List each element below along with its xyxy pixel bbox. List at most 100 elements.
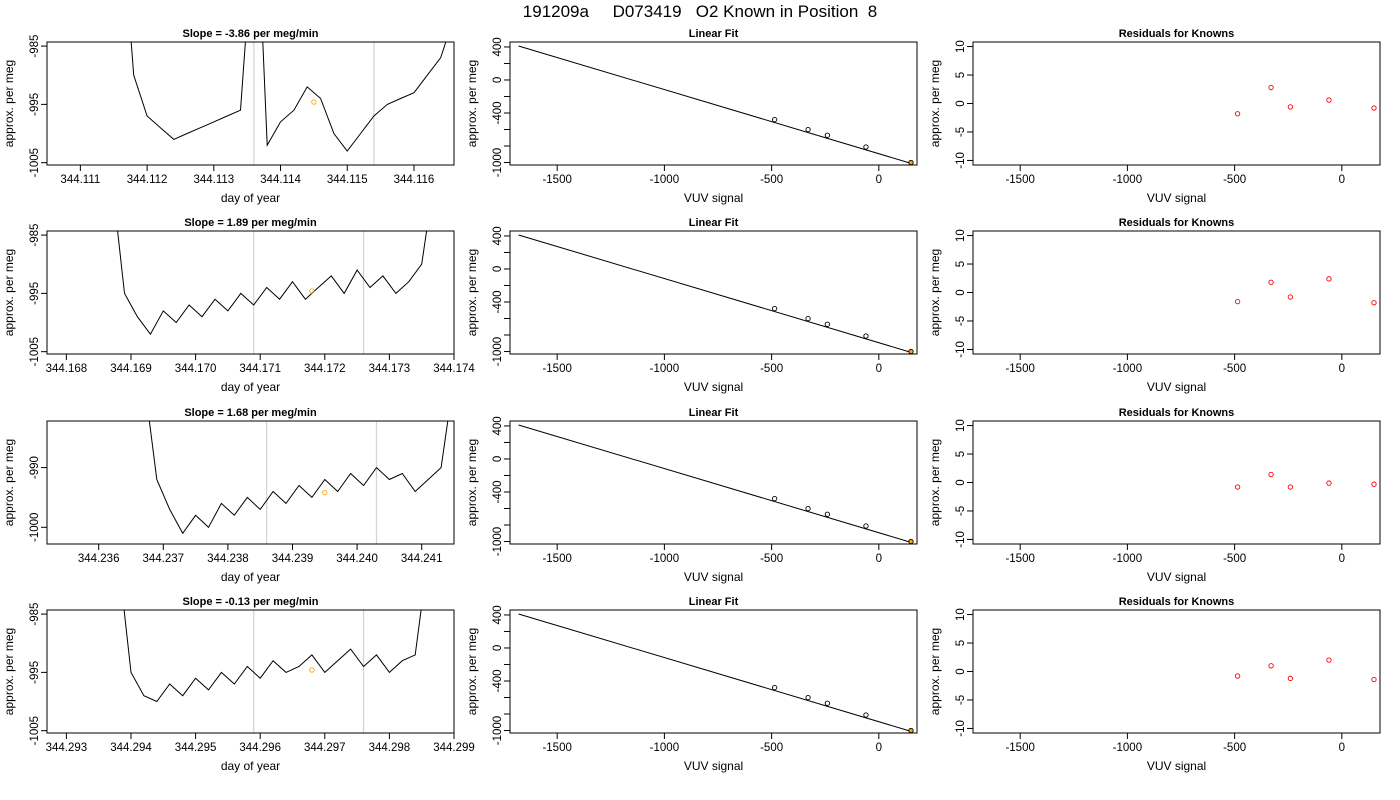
x-tick-label: -500: [760, 174, 783, 186]
data-point: [863, 523, 869, 529]
plot-frame: [509, 420, 918, 545]
data-point: [1287, 294, 1294, 300]
x-tick-label: -1500: [1005, 553, 1034, 565]
y-axis-label: approx. per meg: [2, 249, 16, 336]
y-axis-label: approx. per meg: [928, 249, 942, 336]
data-point: [908, 348, 914, 354]
plot-data-layer: [1234, 84, 1377, 117]
y-tick-label: -10: [955, 531, 967, 548]
x-axis-label: VUV signal: [684, 191, 743, 205]
x-axis-label: VUV signal: [1147, 191, 1206, 205]
x-tick-label: 0: [1339, 363, 1345, 375]
y-tick-label: 0: [955, 479, 967, 485]
plot-data-layer: [518, 45, 914, 165]
y-tick-label: 0: [492, 266, 504, 272]
y-tick-label: -1005: [29, 148, 41, 177]
x-tick-label: -1000: [650, 553, 679, 565]
y-tick-label: -5: [955, 695, 967, 705]
x-axis-label: VUV signal: [684, 380, 743, 394]
data-point: [805, 695, 811, 701]
y-tick-label: -5: [955, 316, 967, 326]
x-tick-label: 344.111: [60, 174, 100, 186]
x-axis-label: day of year: [221, 570, 280, 584]
signal-series-line: [123, 610, 422, 703]
panel-title: Residuals for Knowns: [1119, 28, 1235, 40]
data-point: [309, 288, 315, 294]
signal-series-line: [148, 421, 449, 535]
y-tick-label: -1005: [29, 716, 41, 745]
data-point: [824, 700, 831, 706]
y-tick-label: 400: [492, 416, 504, 435]
y-tick-label: 10: [955, 40, 967, 53]
x-tick-label: 344.168: [46, 363, 88, 375]
y-tick-label: -995: [29, 661, 41, 684]
x-axis-label: VUV signal: [1147, 380, 1206, 394]
chart-panel-12: Residuals for Knowns -1500 -1000 -500 0 VUV s…: [928, 596, 1381, 773]
data-point: [1268, 663, 1274, 669]
x-tick-label: 0: [1339, 174, 1345, 186]
x-tick-label: 0: [876, 363, 882, 375]
plot-data-layer: [117, 231, 428, 354]
plot-data-layer: [148, 421, 449, 544]
data-point: [1234, 111, 1241, 117]
data-point: [863, 144, 869, 150]
y-tick-label: -995: [29, 282, 41, 305]
panel-title: Linear Fit: [689, 407, 739, 419]
x-tick-label: 344.174: [433, 363, 475, 375]
y-tick-label: -985: [29, 35, 41, 58]
y-tick-label: 10: [955, 419, 967, 432]
x-tick-label: 344.294: [110, 742, 152, 754]
plot-frame: [509, 41, 918, 166]
y-axis-label: approx. per meg: [465, 249, 479, 336]
data-point: [1287, 675, 1294, 681]
y-tick-label: -990: [29, 456, 41, 479]
x-tick-label: -1500: [542, 742, 571, 754]
data-point: [1268, 84, 1274, 91]
data-point: [771, 495, 778, 502]
data-point: [805, 127, 811, 133]
data-point: [1371, 300, 1377, 306]
data-point: [771, 116, 778, 123]
x-tick-label: 344.299: [433, 742, 475, 754]
chart-panel-2: Linear Fit -1500 -1000 -500 0 VUV signal -1000…: [465, 28, 918, 205]
y-axis-label: approx. per meg: [465, 628, 479, 715]
data-point: [1326, 97, 1332, 103]
panel-title: Residuals for Knowns: [1119, 596, 1235, 608]
x-tick-label: 0: [876, 174, 882, 186]
data-point: [1234, 673, 1241, 679]
panel-title: Slope = 1.89 per meg/min: [184, 217, 317, 229]
fit-line: [518, 424, 912, 543]
x-axis-label: day of year: [221, 191, 280, 205]
y-axis-label: approx. per meg: [465, 439, 479, 526]
x-tick-label: -500: [760, 553, 783, 565]
panel-title: Linear Fit: [689, 596, 739, 608]
y-axis-label: approx. per meg: [2, 60, 16, 147]
data-point: [1287, 104, 1294, 110]
y-tick-label: 0: [955, 668, 967, 674]
y-tick-label: 400: [492, 37, 504, 56]
data-point: [771, 684, 778, 691]
x-axis-label: VUV signal: [1147, 570, 1206, 584]
chart-panel-6: Residuals for Knowns -1500 -1000 -500 0 VUV s…: [928, 217, 1381, 394]
fit-line: [518, 613, 912, 732]
data-point: [322, 490, 328, 496]
y-tick-label: -1000: [29, 513, 41, 542]
data-point: [863, 712, 869, 718]
y-tick-label: 400: [492, 226, 504, 245]
data-point: [1371, 676, 1377, 683]
panel-title: Linear Fit: [689, 28, 739, 40]
y-tick-label: -10: [955, 152, 967, 169]
x-tick-label: 344.236: [78, 553, 120, 565]
chart-panel-7: Slope = 1.68 per meg/min 344.236 344.237 34…: [2, 407, 455, 584]
x-axis-label: VUV signal: [684, 759, 743, 773]
data-point: [805, 506, 811, 512]
x-tick-label: -1500: [1005, 742, 1034, 754]
panel-title: Slope = -3.86 per meg/min: [182, 28, 318, 40]
y-axis-label: approx. per meg: [928, 60, 942, 147]
y-axis-label: approx. per meg: [928, 628, 942, 715]
chart-panel-3: Residuals for Knowns -1500 -1000 -500 0 VUV s…: [928, 28, 1381, 205]
x-axis-label: VUV signal: [684, 570, 743, 584]
y-tick-label: 5: [955, 72, 967, 78]
y-tick-label: 5: [955, 261, 967, 267]
signal-series-line: [117, 231, 428, 336]
